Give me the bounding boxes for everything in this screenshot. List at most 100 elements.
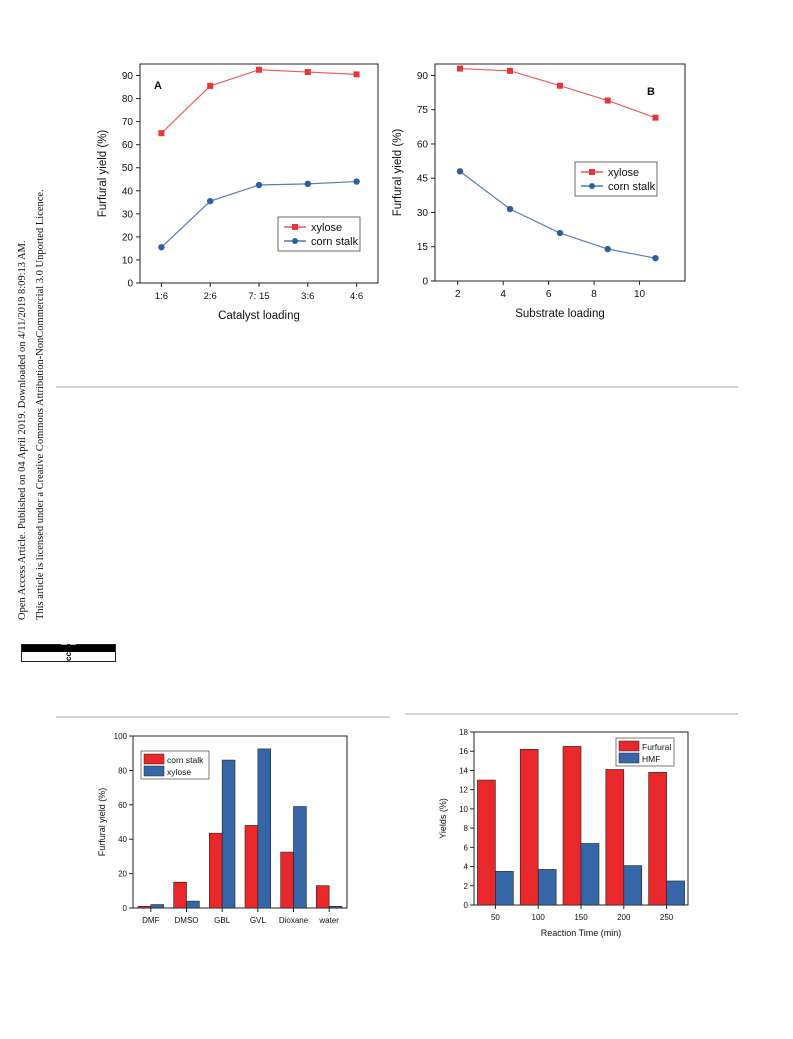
legend-marker (292, 238, 298, 244)
bar-corn-stalk (280, 851, 294, 909)
bar-xylose (150, 904, 164, 909)
license-notice[interactable]: This article is licensed under a Creativ… (35, 189, 46, 620)
y-tick-label: 60 (417, 139, 429, 150)
y-tick-label: 2 (464, 882, 469, 891)
legend-marker (589, 183, 595, 189)
data-point (456, 168, 464, 175)
bar-HMF (580, 843, 600, 906)
data-point (556, 229, 564, 237)
y-tick-label: 45 (417, 174, 429, 185)
y-tick-label: 12 (459, 786, 468, 795)
y-tick-label: 15 (417, 242, 429, 253)
x-tick-label: 100 (532, 913, 546, 922)
y-tick-label: 40 (118, 835, 127, 844)
data-point (557, 82, 563, 89)
open-access-notice: Open Access Article. Published on 04 Apr… (17, 240, 28, 620)
y-tick-label: 75 (417, 105, 429, 116)
data-point (604, 245, 611, 253)
bar-Furfural (562, 746, 582, 906)
y-tick-label: 30 (417, 208, 429, 219)
x-tick-label: 2 (455, 289, 461, 300)
y-tick-label: 0 (123, 904, 128, 913)
legend-box (574, 161, 658, 197)
license-sidebar: Open Access Article. Published on 04 Apr… (4, 120, 46, 680)
legend-marker (589, 169, 595, 175)
y-tick-label: 4 (464, 863, 469, 872)
data-point (507, 67, 513, 74)
section-divider (405, 713, 738, 715)
data-point (255, 181, 263, 189)
y-axis-label: Furfural yield (%) (97, 788, 107, 857)
data-point (207, 197, 214, 205)
bar-Furfural (519, 748, 539, 906)
x-tick-label: GBL (214, 916, 231, 925)
data-point (158, 244, 165, 251)
data-point (207, 82, 214, 89)
data-point (158, 130, 165, 137)
y-axis-label: Furfural yield (%) (392, 129, 404, 217)
data-point (304, 69, 311, 76)
y-tick-label: 60 (118, 801, 127, 810)
legend-swatch (618, 740, 640, 752)
section-divider (56, 716, 390, 718)
bar-HMF (537, 869, 557, 906)
y-tick-label: 60 (122, 140, 134, 151)
bar-xylose (221, 759, 236, 909)
bar-Furfural (648, 772, 667, 906)
legend-label: corn stalk (167, 755, 204, 765)
license-type: BY-NC (59, 630, 78, 646)
x-tick-label: 2:6 (204, 291, 217, 302)
y-tick-label: 80 (118, 766, 127, 775)
cc-icon: cc (22, 651, 115, 661)
chart-catalyst-loading: 0 10 20 30 40 50 60 70 80 90 1:6 2:6 7: 15 3:6 4:6 xylo… (97, 63, 379, 322)
data-point (256, 66, 262, 73)
x-axis-label: Reaction Time (min) (541, 928, 622, 938)
y-tick-label: 10 (122, 255, 134, 266)
x-tick-label: 250 (660, 913, 674, 922)
y-axis-label: Yields (%) (438, 798, 448, 839)
legend-marker (292, 224, 298, 230)
y-tick-label: 16 (459, 747, 468, 756)
legend-label: xylose (608, 167, 639, 179)
data-point (353, 71, 360, 78)
x-tick-label: Dioxane (279, 916, 309, 925)
legend-label: corn stalk (311, 236, 359, 248)
x-tick-label: 150 (574, 913, 588, 922)
y-tick-label: 0 (127, 279, 133, 290)
bar-HMF (495, 871, 514, 906)
y-tick-label: 8 (464, 824, 469, 833)
y-tick-label: 70 (122, 117, 134, 128)
bar-xylose (328, 905, 343, 909)
x-tick-label: 10 (634, 289, 646, 300)
cc-license-badge[interactable]: cc BY-NC (21, 630, 116, 662)
x-tick-label: water (318, 916, 339, 925)
legend-swatch (618, 752, 640, 764)
bar-xylose (293, 806, 307, 909)
bar-HMF (623, 865, 643, 906)
data-point (457, 65, 463, 72)
bar-corn-stalk (137, 905, 152, 909)
y-tick-label: 10 (459, 805, 468, 814)
chart-reaction-time: 0 2 4 6 8 10 12 14 16 18 50 100 150 200 250 Furfural HMF… (438, 728, 689, 938)
data-point (304, 180, 311, 188)
x-tick-label: 4:6 (350, 291, 363, 302)
y-tick-label: 40 (122, 186, 134, 197)
bar-Furfural (605, 769, 625, 906)
y-tick-label: 90 (417, 71, 429, 82)
y-tick-label: 0 (422, 277, 428, 288)
section-divider (56, 386, 738, 388)
bar-corn-stalk (209, 832, 223, 909)
y-tick-label: 20 (122, 232, 134, 243)
x-tick-label: 50 (491, 913, 500, 922)
legend-label: xylose (167, 767, 191, 777)
x-tick-label: 3:6 (301, 291, 314, 302)
chart-solvent-comparison: 0 20 40 60 80 100 DMF DMSO GBL GVL Dioxane water cor… (97, 732, 348, 925)
y-tick-label: 14 (459, 766, 468, 775)
legend-label: HMF (642, 754, 660, 764)
x-tick-label: 7: 15 (248, 291, 269, 302)
legend-label: corn stalk (608, 181, 656, 193)
x-tick-label: DMF (142, 916, 159, 925)
x-axis-label: Substrate loading (515, 308, 605, 320)
bar-xylose (257, 748, 271, 909)
legend-swatch (143, 753, 165, 765)
